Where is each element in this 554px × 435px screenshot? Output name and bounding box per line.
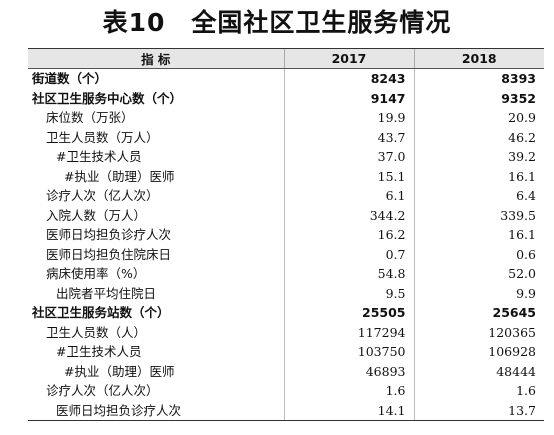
table-row: #执业（助理）医师 46893 48444	[28, 361, 544, 381]
value-2018: 9352	[413, 88, 544, 108]
row-label: 社区卫生服务站数（个）	[32, 305, 170, 320]
header-indicator: 指 标	[28, 48, 284, 69]
row-label: 诊疗人次（亿人次）	[46, 383, 159, 398]
header-row: 指 标 2017 2018	[28, 48, 544, 69]
value-2018: 120365	[413, 322, 544, 342]
value-2017: 8243	[283, 68, 414, 89]
value-2018: 25645	[413, 303, 544, 323]
table-number: 表10	[102, 8, 166, 37]
header-year-2018: 2018	[413, 48, 544, 69]
value-2017: 16.2	[283, 225, 414, 245]
value-2017: 6.1	[283, 186, 414, 206]
health-services-table: 指 标 2017 2018 街道数（个） 8243 8393 社区卫生服务中心数…	[28, 48, 544, 421]
row-label: 街道数（个）	[32, 71, 108, 86]
row-label: 医师日均担负诊疗人次	[46, 227, 172, 242]
value-2017: 54.8	[283, 264, 414, 284]
value-2017: 1.6	[283, 381, 414, 401]
value-2018: 106928	[413, 342, 544, 362]
row-label: #卫生技术人员	[56, 149, 142, 164]
value-2017: 117294	[283, 322, 414, 342]
table-title-text: 全国社区卫生服务情况	[191, 8, 452, 37]
value-2017: 43.7	[283, 127, 414, 147]
value-2018: 20.9	[413, 108, 544, 128]
table-row: 街道数（个） 8243 8393	[28, 68, 544, 89]
row-label: 医师日均担负诊疗人次	[28, 400, 284, 421]
value-2018: 48444	[413, 361, 544, 381]
table-row: 医师日均担负诊疗人次 14.1 13.7	[28, 400, 544, 421]
table-row: 诊疗人次（亿人次） 1.6 1.6	[28, 381, 544, 401]
table-row: 医师日均担负诊疗人次 16.2 16.1	[28, 225, 544, 245]
row-label: 卫生人员数（万人）	[46, 129, 159, 145]
row-label: #执业（助理）医师	[64, 168, 175, 184]
table-row: #卫生技术人员 37.0 39.2	[28, 147, 544, 167]
row-label: 卫生人员数（人）	[46, 324, 147, 340]
value-2017: 344.2	[283, 205, 414, 225]
value-2017: 15.1	[283, 166, 414, 186]
table-row: 卫生人员数（万人） 43.7 46.2	[28, 127, 544, 147]
table-row: 卫生人员数（人） 117294 120365	[28, 322, 544, 342]
table-row: 床位数（万张） 19.9 20.9	[28, 108, 544, 128]
value-2018: 16.1	[413, 166, 544, 186]
row-label: 床位数（万张）	[46, 110, 134, 125]
table-row: 病床使用率（%） 54.8 52.0	[28, 264, 544, 284]
value-2017: 25505	[283, 303, 414, 323]
row-label: 入院人数（万人）	[46, 207, 147, 223]
value-2017: 37.0	[283, 147, 414, 167]
value-2017: 9.5	[283, 283, 414, 303]
table-row: 入院人数（万人） 344.2 339.5	[28, 205, 544, 225]
value-2017: 103750	[283, 342, 414, 362]
row-label: #卫生技术人员	[56, 344, 142, 359]
table-row: 医师日均担负住院床日 0.7 0.6	[28, 244, 544, 264]
value-2017: 19.9	[283, 108, 414, 128]
row-label: 社区卫生服务中心数（个）	[32, 90, 183, 106]
row-label: 出院者平均住院日	[56, 285, 157, 301]
table-row: 出院者平均住院日 9.5 9.9	[28, 283, 544, 303]
table-row: #执业（助理）医师 15.1 16.1	[28, 166, 544, 186]
table-row: 诊疗人次（亿人次） 6.1 6.4	[28, 186, 544, 206]
value-2017: 0.7	[283, 244, 414, 264]
table-row: 社区卫生服务中心数（个） 9147 9352	[28, 88, 544, 108]
table-row: #卫生技术人员 103750 106928	[28, 342, 544, 362]
value-2018: 16.1	[413, 225, 544, 245]
value-2017: 46893	[283, 361, 414, 381]
row-label: #执业（助理）医师	[64, 363, 175, 379]
table-title: 表10 全国社区卫生服务情况	[0, 6, 554, 40]
value-2018: 6.4	[413, 186, 544, 206]
value-2018: 39.2	[413, 147, 544, 167]
value-2018: 8393	[413, 68, 544, 89]
row-label: 医师日均担负住院床日	[46, 246, 172, 262]
value-2018: 0.6	[413, 244, 544, 264]
table-row: 社区卫生服务站数（个） 25505 25645	[28, 303, 544, 323]
value-2017: 9147	[283, 88, 414, 108]
value-2018: 339.5	[413, 205, 544, 225]
value-2018: 9.9	[413, 283, 544, 303]
row-label: 病床使用率（%）	[46, 266, 146, 281]
value-2018: 52.0	[413, 264, 544, 284]
value-2018: 13.7	[413, 400, 544, 421]
row-label: 诊疗人次（亿人次）	[46, 188, 159, 203]
value-2018: 46.2	[413, 127, 544, 147]
header-year-2017: 2017	[283, 48, 414, 69]
value-2017: 14.1	[283, 400, 414, 421]
value-2018: 1.6	[413, 381, 544, 401]
